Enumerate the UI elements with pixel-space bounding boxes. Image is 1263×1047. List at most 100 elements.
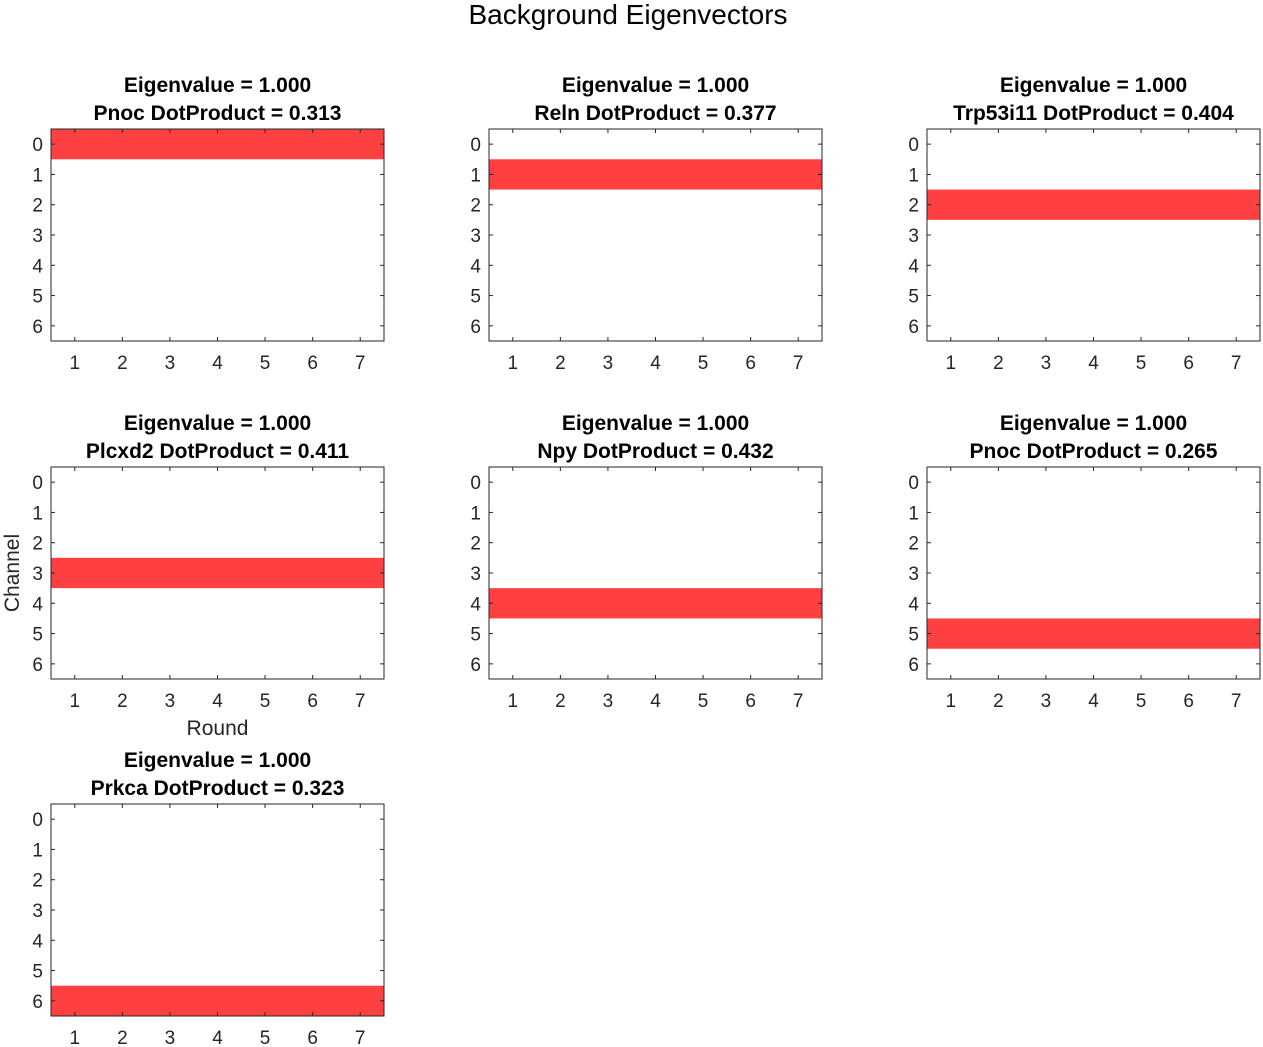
y-tick-label: 4 xyxy=(32,931,43,952)
highlight-band xyxy=(927,618,1260,649)
panel-title-dotproduct: Prkca DotProduct = 0.323 xyxy=(91,777,345,800)
y-tick-label: 5 xyxy=(32,287,43,308)
x-tick-label: 5 xyxy=(260,691,271,712)
x-tick-label: 3 xyxy=(165,691,176,712)
y-tick-label: 3 xyxy=(32,564,43,585)
y-tick-label: 2 xyxy=(470,196,481,217)
panel-title-eigenvalue: Eigenvalue = 1.000 xyxy=(1000,74,1187,97)
x-tick-label: 1 xyxy=(69,1028,80,1047)
y-tick-label: 6 xyxy=(32,317,43,338)
x-axis-label: Round xyxy=(187,717,249,740)
y-tick-label: 2 xyxy=(32,534,43,555)
x-tick-label: 4 xyxy=(1088,691,1099,712)
x-tick-label: 5 xyxy=(698,353,709,374)
y-tick-label: 0 xyxy=(32,135,43,156)
y-tick-label: 6 xyxy=(32,992,43,1013)
highlight-band xyxy=(51,129,384,160)
x-tick-label: 6 xyxy=(307,353,318,374)
y-tick-label: 3 xyxy=(908,564,919,585)
y-tick-label: 6 xyxy=(470,317,481,338)
panel-title-dotproduct: Pnoc DotProduct = 0.313 xyxy=(94,102,342,125)
x-tick-label: 7 xyxy=(355,691,366,712)
y-tick-label: 0 xyxy=(470,473,481,494)
panel-title-eigenvalue: Eigenvalue = 1.000 xyxy=(562,412,749,435)
y-tick-label: 6 xyxy=(32,655,43,676)
x-tick-label: 4 xyxy=(1088,353,1099,374)
x-tick-label: 3 xyxy=(1041,353,1052,374)
y-tick-label: 3 xyxy=(32,226,43,247)
y-tick-label: 1 xyxy=(908,503,919,524)
panel-title-eigenvalue: Eigenvalue = 1.000 xyxy=(124,749,311,772)
x-tick-label: 7 xyxy=(793,691,804,712)
highlight-band xyxy=(51,557,384,589)
y-axis-label: Channel xyxy=(1,534,24,612)
y-tick-label: 4 xyxy=(470,594,481,615)
y-tick-label: 0 xyxy=(32,473,43,494)
panel-4: Eigenvalue = 1.000 Plcxd2 DotProduct = 0.… xyxy=(1,412,385,740)
y-tick-label: 1 xyxy=(470,165,481,186)
x-tick-label: 5 xyxy=(1136,691,1147,712)
x-tick-label: 6 xyxy=(745,691,756,712)
x-tick-label: 2 xyxy=(555,353,566,374)
panel-6: Eigenvalue = 1.000 Pnoc DotProduct = 0.26… xyxy=(908,412,1261,712)
x-tick-label: 1 xyxy=(507,691,518,712)
x-tick-label: 4 xyxy=(212,691,223,712)
panel-5: Eigenvalue = 1.000 Npy DotProduct = 0.432… xyxy=(470,412,823,712)
x-tick-label: 5 xyxy=(260,353,271,374)
y-tick-label: 2 xyxy=(908,196,919,217)
y-tick-label: 3 xyxy=(470,226,481,247)
y-tick-label: 4 xyxy=(32,594,43,615)
y-tick-label: 3 xyxy=(32,901,43,922)
x-tick-label: 6 xyxy=(307,1028,318,1047)
x-tick-label: 7 xyxy=(793,353,804,374)
x-tick-label: 6 xyxy=(1183,691,1194,712)
x-tick-label: 5 xyxy=(260,1028,271,1047)
x-tick-label: 3 xyxy=(165,1028,176,1047)
y-tick-label: 1 xyxy=(32,840,43,861)
y-tick-label: 1 xyxy=(32,503,43,524)
y-tick-label: 3 xyxy=(470,564,481,585)
y-tick-label: 5 xyxy=(908,625,919,646)
y-tick-label: 5 xyxy=(908,287,919,308)
y-tick-label: 3 xyxy=(908,226,919,247)
x-tick-label: 7 xyxy=(355,1028,366,1047)
y-tick-label: 1 xyxy=(908,165,919,186)
x-tick-label: 4 xyxy=(650,353,661,374)
y-tick-label: 2 xyxy=(470,534,481,555)
x-tick-label: 7 xyxy=(355,353,366,374)
x-tick-label: 3 xyxy=(603,691,614,712)
x-tick-label: 4 xyxy=(212,1028,223,1047)
x-tick-label: 5 xyxy=(698,691,709,712)
y-tick-label: 1 xyxy=(470,503,481,524)
plot-area xyxy=(51,804,384,1016)
y-tick-label: 2 xyxy=(32,196,43,217)
y-tick-label: 5 xyxy=(470,625,481,646)
y-tick-label: 0 xyxy=(908,473,919,494)
y-tick-label: 5 xyxy=(32,625,43,646)
plot-area xyxy=(489,467,822,679)
highlight-band xyxy=(927,189,1260,220)
y-tick-label: 5 xyxy=(470,287,481,308)
panel-3: Eigenvalue = 1.000 Trp53i11 DotProduct = … xyxy=(908,74,1261,374)
y-tick-label: 2 xyxy=(32,871,43,892)
x-tick-label: 2 xyxy=(117,691,128,712)
highlight-band xyxy=(51,985,384,1016)
panel-title-dotproduct: Reln DotProduct = 0.377 xyxy=(534,102,776,125)
x-tick-label: 7 xyxy=(1231,691,1242,712)
plot-area xyxy=(51,129,384,341)
panel-2: Eigenvalue = 1.000 Reln DotProduct = 0.37… xyxy=(470,74,823,374)
x-tick-label: 1 xyxy=(507,353,518,374)
y-tick-label: 4 xyxy=(908,594,919,615)
x-tick-label: 5 xyxy=(1136,353,1147,374)
panel-title-eigenvalue: Eigenvalue = 1.000 xyxy=(562,74,749,97)
x-tick-label: 6 xyxy=(1183,353,1194,374)
y-tick-label: 4 xyxy=(470,256,481,277)
x-tick-label: 4 xyxy=(212,353,223,374)
y-tick-label: 6 xyxy=(908,317,919,338)
panel-title-dotproduct: Npy DotProduct = 0.432 xyxy=(537,440,773,463)
x-tick-label: 7 xyxy=(1231,353,1242,374)
x-tick-label: 6 xyxy=(307,691,318,712)
y-tick-label: 0 xyxy=(32,810,43,831)
x-tick-label: 4 xyxy=(650,691,661,712)
